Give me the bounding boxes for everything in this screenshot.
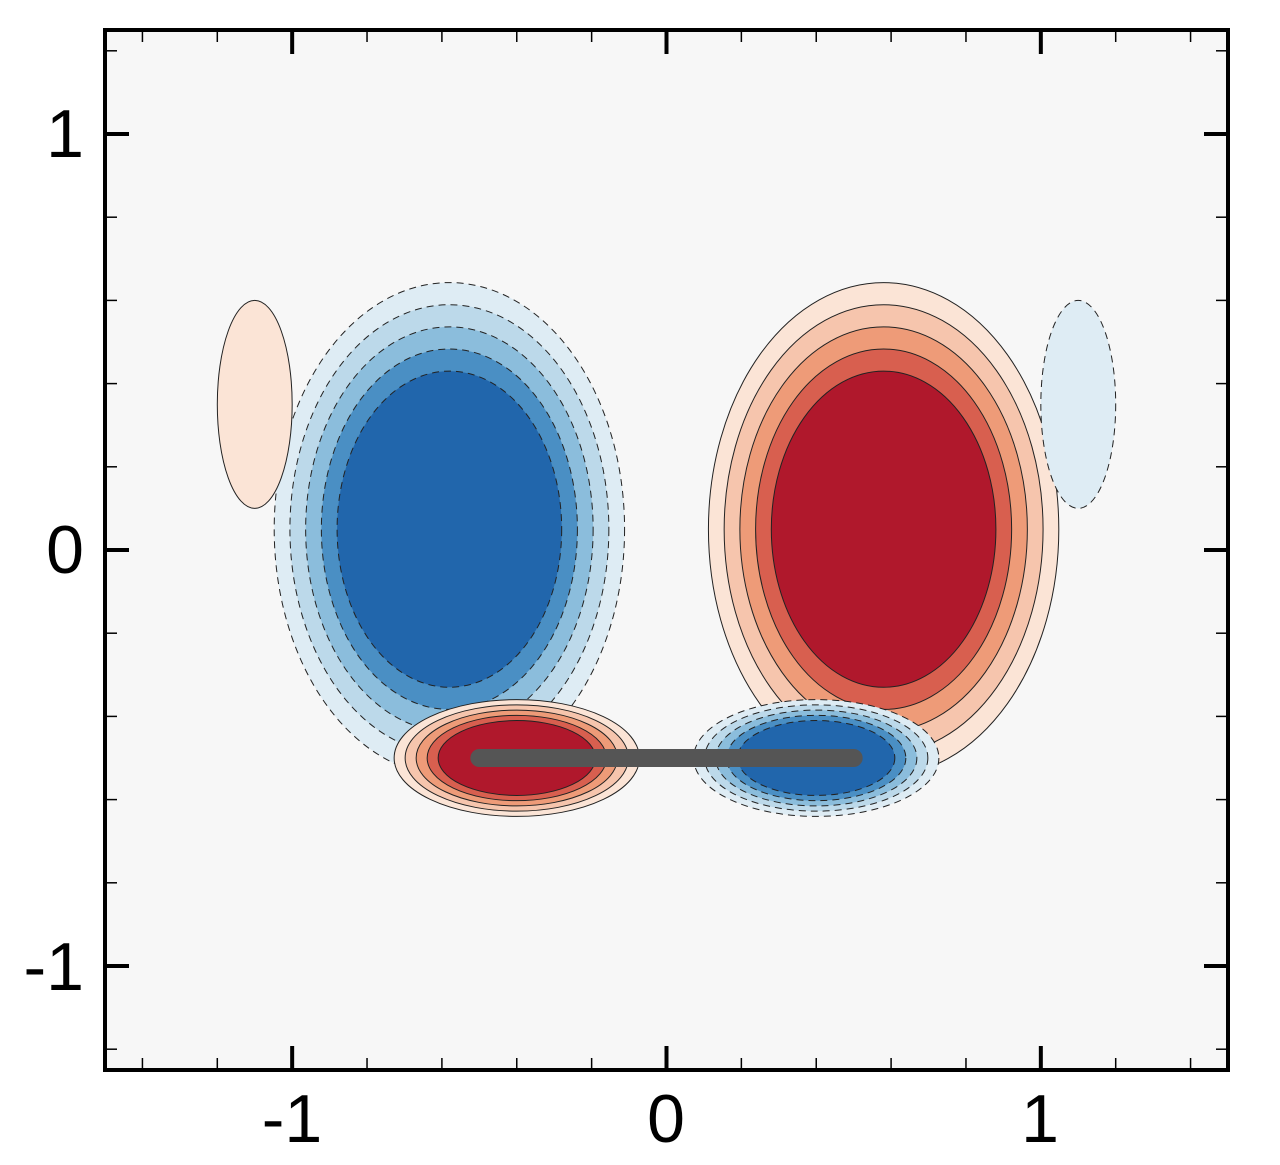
y-tick-label: -1 [24,929,84,1005]
contour-band [336,370,563,688]
contour-band [216,299,293,509]
contour-band [770,370,997,688]
x-tick-label: -1 [262,1081,322,1157]
negative-vortex [1040,299,1117,509]
y-tick-label: 1 [46,96,84,172]
tick-layer [105,30,1228,1070]
plot-background [105,30,1228,1070]
x-tick-label: 0 [647,1081,685,1157]
positive-vortex [707,282,1060,777]
y-tick-label: 0 [46,512,84,588]
negative-vortex [273,282,626,777]
x-tick-label: 1 [1021,1081,1059,1157]
positive-vortex [216,299,293,509]
contour-band [1040,299,1117,509]
